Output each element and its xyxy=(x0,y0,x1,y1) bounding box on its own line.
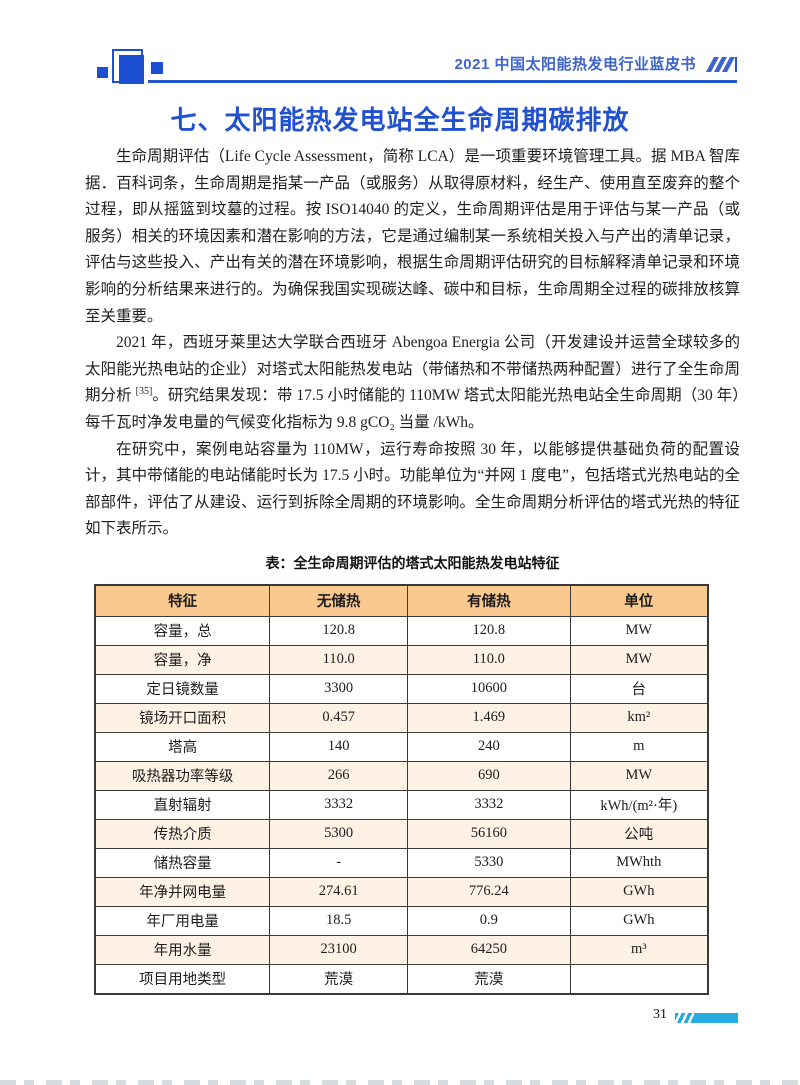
value-cell: 120.8 xyxy=(269,615,409,646)
table-row: 年净并网电量 274.61 776.24 GWh xyxy=(94,876,709,907)
feature-cell: 储热容量 xyxy=(94,847,271,878)
value-cell: 240 xyxy=(407,731,571,762)
feature-cell: 容量，净 xyxy=(94,644,271,675)
unit-cell: 公吨 xyxy=(569,818,709,849)
table-header-row: 特征 无储热 有储热 单位 xyxy=(94,584,709,617)
table-caption: 表：全生命周期评估的塔式太阳能热发电站特征 xyxy=(265,556,560,572)
table-body: 容量，总 120.8 120.8 MW 容量，净 110.0 110.0 MW 定日镜数量 330… xyxy=(94,615,709,995)
section-title: 七、太阳能热发电站全生命周期碳排放 xyxy=(170,105,630,135)
header-divider xyxy=(148,80,737,83)
value-cell: 5300 xyxy=(269,818,409,849)
footer-bar-decoration xyxy=(675,1013,738,1023)
value-cell: 266 xyxy=(269,760,409,791)
page-header: 2021 中国太阳能热发电行业蓝皮书 xyxy=(0,0,800,95)
booklet-title: 2021 中国太阳能热发电行业蓝皮书 xyxy=(454,56,696,73)
column-header-unit: 单位 xyxy=(569,584,709,617)
footer-bar-solid xyxy=(694,1013,738,1023)
unit-cell: GWh xyxy=(569,905,709,936)
value-cell: 120.8 xyxy=(407,615,571,646)
value-cell: 0.457 xyxy=(269,702,409,733)
paragraph-study-text: 2021 年，西班牙莱里达大学联合西班牙 Abengoa Energia 公司（… xyxy=(85,334,740,405)
unit-cell: 台 xyxy=(569,673,709,704)
paragraph-case-description: 在研究中，案例电站容量为 110MW，运行寿命按照 30 年，以能够提供基础负荷… xyxy=(85,440,740,538)
feature-cell: 项目用地类型 xyxy=(94,963,271,995)
unit-cell: m xyxy=(569,731,709,762)
value-cell: 110.0 xyxy=(269,644,409,675)
value-cell: 3332 xyxy=(407,789,571,820)
table-row: 定日镜数量 3300 10600 台 xyxy=(94,673,709,704)
unit-cell: km² xyxy=(569,702,709,733)
feature-cell: 年净并网电量 xyxy=(94,876,271,907)
value-cell: 110.0 xyxy=(407,644,571,675)
table-row: 塔高 140 240 m xyxy=(94,731,709,762)
unit-cell: GWh xyxy=(569,876,709,907)
feature-cell: 定日镜数量 xyxy=(94,673,271,704)
feature-cell: 直射辐射 xyxy=(94,789,271,820)
table-row: 年用水量 23100 64250 m³ xyxy=(94,934,709,965)
value-cell: 荒漠 xyxy=(269,963,409,995)
unit-cell: MW xyxy=(569,615,709,646)
value-cell: - xyxy=(269,847,409,878)
table-row: 年厂用电量 18.5 0.9 GWh xyxy=(94,905,709,936)
unit-cell xyxy=(569,963,709,995)
value-cell: 18.5 xyxy=(269,905,409,936)
column-header-with-storage: 有储热 xyxy=(407,584,571,617)
value-cell: 274.61 xyxy=(269,876,409,907)
unit-cell: MW xyxy=(569,760,709,791)
value-cell: 776.24 xyxy=(407,876,571,907)
table-row: 容量，总 120.8 120.8 MW xyxy=(94,615,709,646)
feature-cell: 吸热器功率等级 xyxy=(94,760,271,791)
logo-square-small-right xyxy=(151,62,163,74)
plant-characteristics-table: 特征 无储热 有储热 单位 容量，总 120.8 120.8 MW 容量，净 110.0 1… xyxy=(94,583,709,995)
table-row: 传热介质 5300 56160 公吨 xyxy=(94,818,709,849)
value-cell: 10600 xyxy=(407,673,571,704)
paragraph-lca-intro: 生命周期评估（Life Cycle Assessment，简称 LCA）是一项重… xyxy=(85,148,740,325)
paragraph-study-result: 。研究结果发现：带 17.5 小时储能的 110MW 塔式太阳能光热电站全生命周… xyxy=(85,387,740,431)
page-content: 生命周期评估（Life Cycle Assessment，简称 LCA）是一项重… xyxy=(85,144,740,995)
feature-cell: 镜场开口面积 xyxy=(94,702,271,733)
value-cell: 3332 xyxy=(269,789,409,820)
feature-cell: 年用水量 xyxy=(94,934,271,965)
value-cell: 0.9 xyxy=(407,905,571,936)
value-cell: 1.469 xyxy=(407,702,571,733)
value-cell: 5330 xyxy=(407,847,571,878)
table-row: 直射辐射 3332 3332 kWh/(m²·年) xyxy=(94,789,709,820)
value-cell: 140 xyxy=(269,731,409,762)
value-cell: 690 xyxy=(407,760,571,791)
paragraph-study-2021: 2021 年，西班牙莱里达大学联合西班牙 Abengoa Energia 公司（… xyxy=(85,330,740,436)
table-row: 储热容量 -5330 MWhth xyxy=(94,847,709,878)
unit-cell: MW xyxy=(569,644,709,675)
feature-cell: 塔高 xyxy=(94,731,271,762)
value-cell: 3300 xyxy=(269,673,409,704)
value-cell: 56160 xyxy=(407,818,571,849)
value-cell: 23100 xyxy=(269,934,409,965)
logo-square-small-left xyxy=(97,67,108,78)
unit-cell: MWhth xyxy=(569,847,709,878)
feature-cell: 容量，总 xyxy=(94,615,271,646)
table-row: 吸热器功率等级 266 690 MW xyxy=(94,760,709,791)
page-number: 31 xyxy=(653,1007,667,1022)
citation-ref-35: [35] xyxy=(135,386,153,398)
feature-cell: 年厂用电量 xyxy=(94,905,271,936)
column-header-feature: 特征 xyxy=(94,584,271,617)
table-row: 镜场开口面积 0.457 1.469 km² xyxy=(94,702,709,733)
header-slashes-icon xyxy=(706,56,737,72)
footer-bar-stripes-icon xyxy=(675,1013,694,1023)
value-cell: 64250 xyxy=(407,934,571,965)
unit-cell: m³ xyxy=(569,934,709,965)
next-page-cutoff-text xyxy=(0,1080,800,1085)
unit-cell: kWh/(m²·年) xyxy=(569,789,709,820)
logo-square-filled xyxy=(119,55,144,84)
value-cell: 荒漠 xyxy=(407,963,571,995)
table-row: 容量，净 110.0 110.0 MW xyxy=(94,644,709,675)
table-row: 项目用地类型 荒漠 荒漠 xyxy=(94,963,709,995)
column-header-no-storage: 无储热 xyxy=(269,584,409,617)
feature-cell: 传热介质 xyxy=(94,818,271,849)
